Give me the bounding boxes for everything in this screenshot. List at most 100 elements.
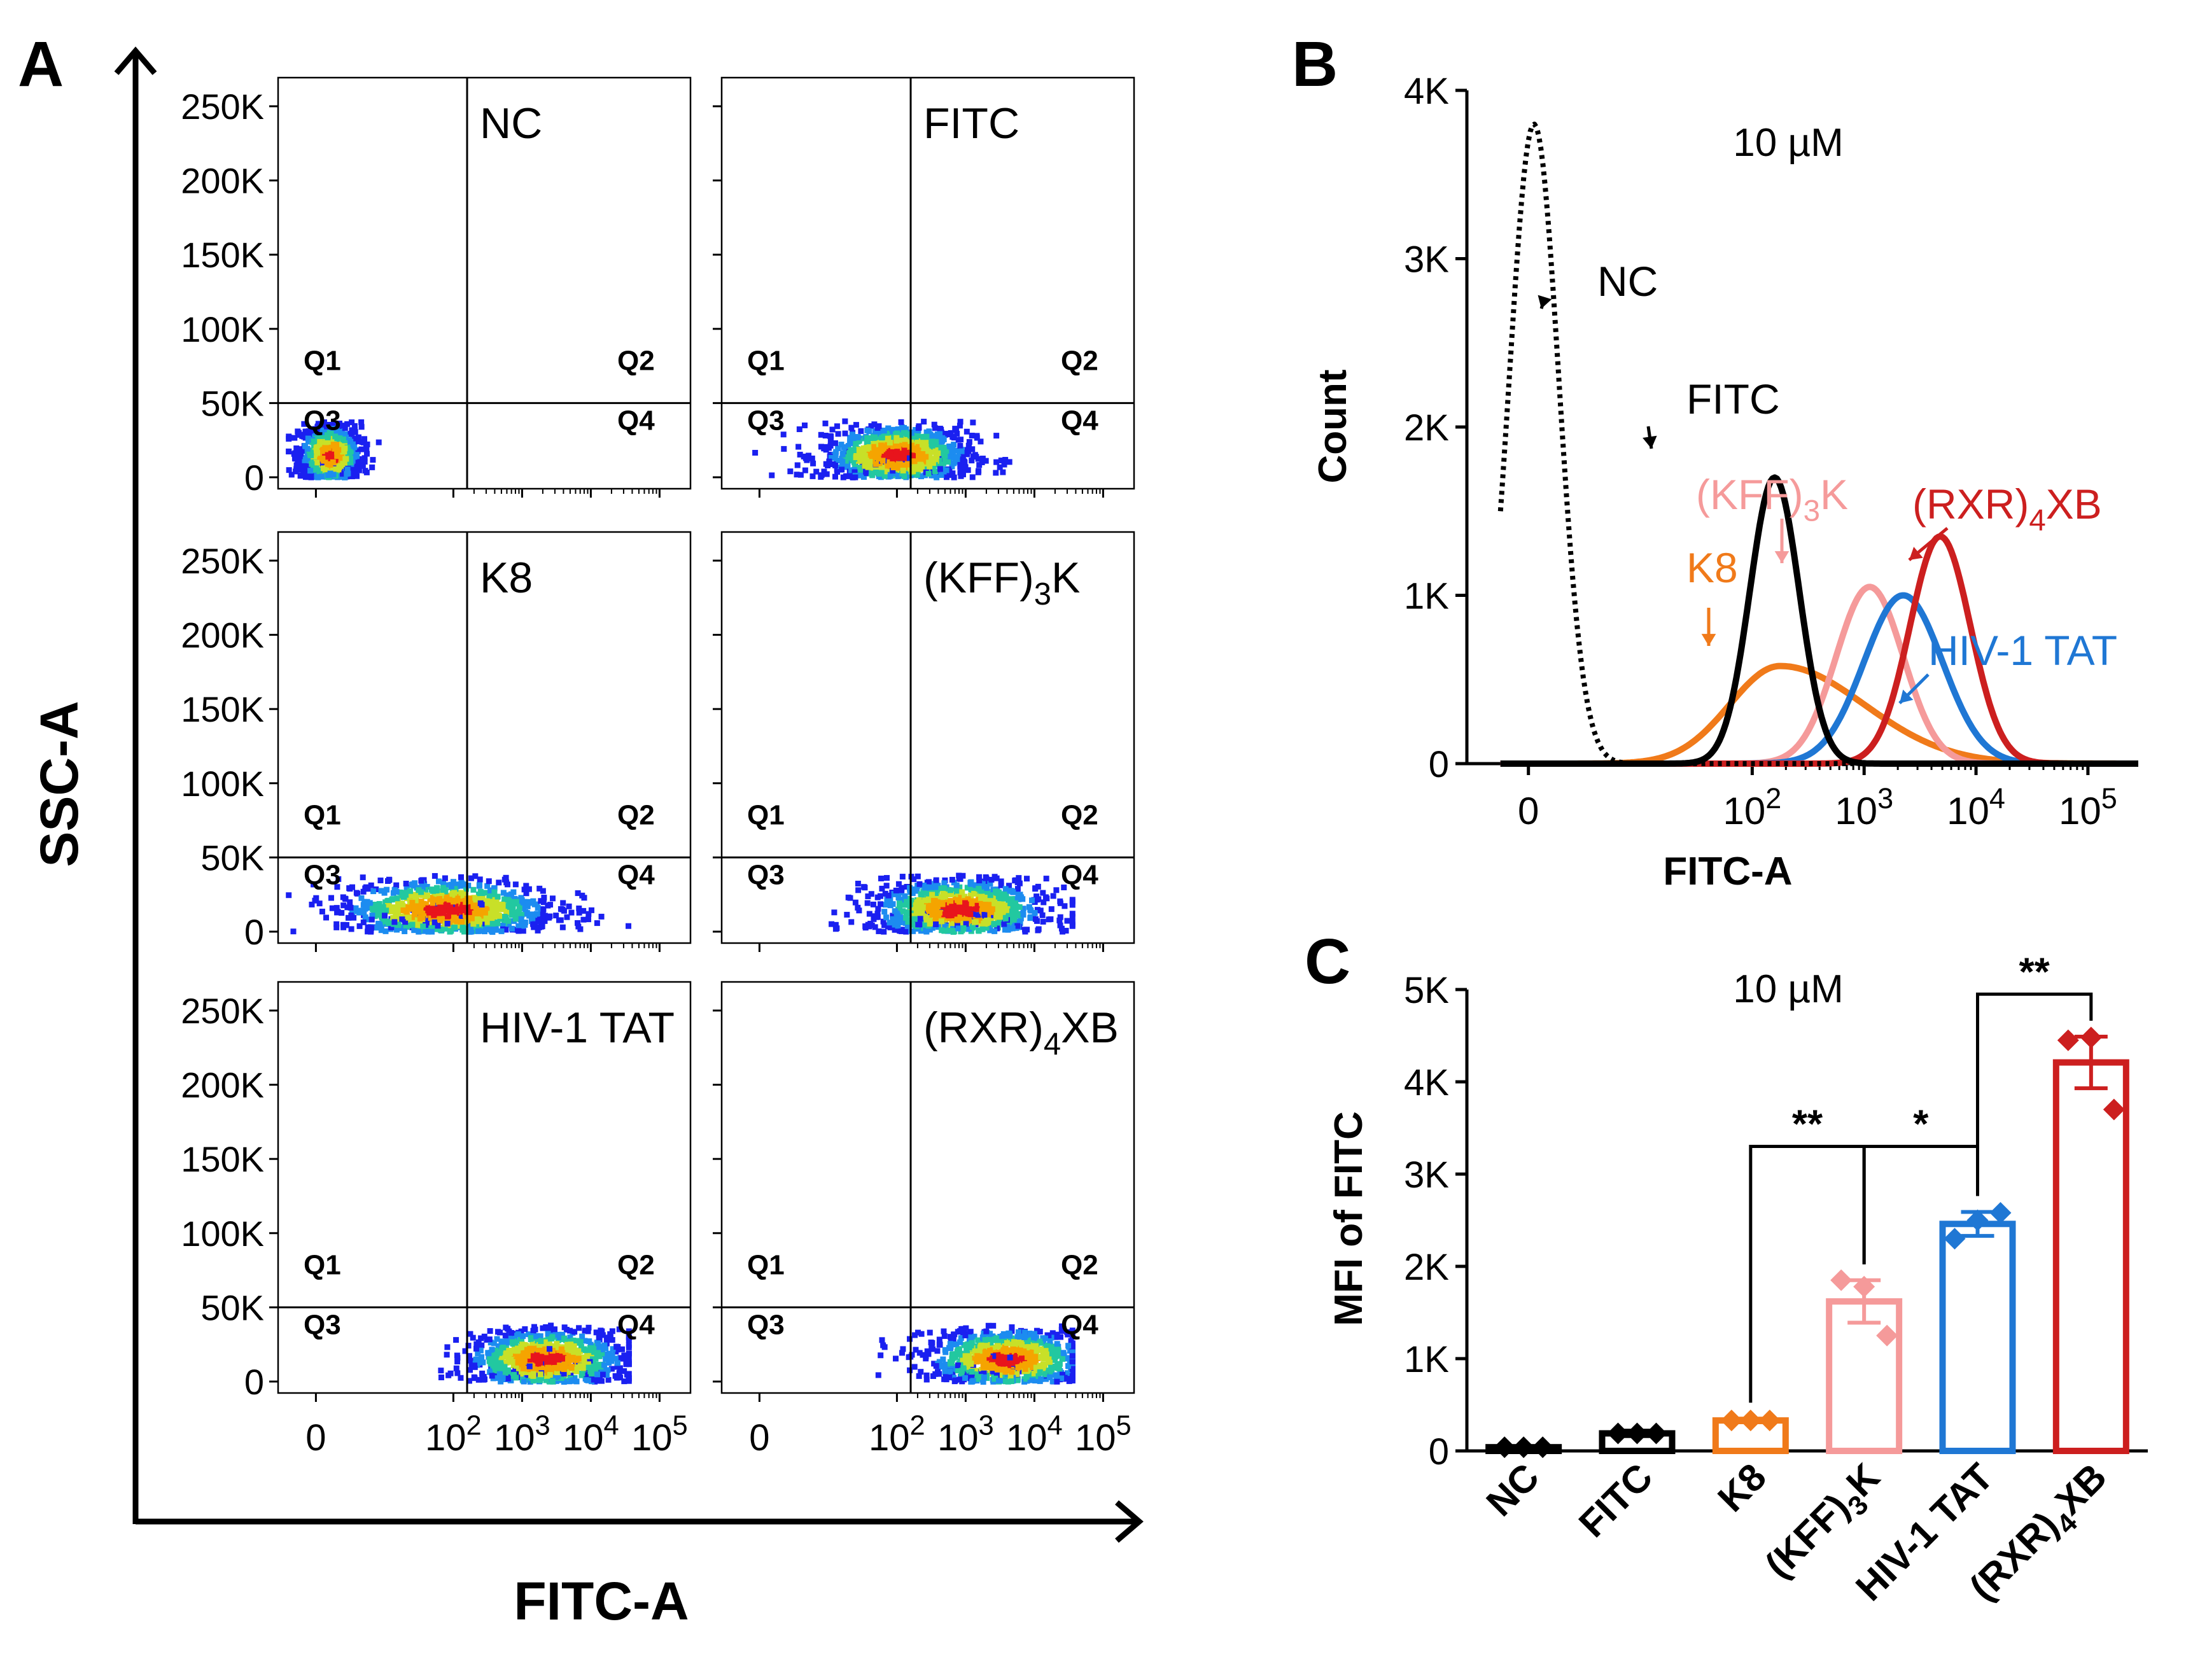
cell-dot	[904, 461, 911, 468]
cell-dot	[301, 463, 307, 469]
cell-dot	[993, 909, 1000, 915]
cell-dot	[969, 900, 975, 907]
cell-dot	[474, 916, 480, 922]
cell-dot	[847, 435, 853, 441]
cell-dot	[529, 1366, 536, 1372]
cell-dot	[912, 445, 918, 452]
cell-dot	[445, 913, 451, 920]
cell-dot	[499, 1366, 505, 1373]
cell-dot	[470, 921, 477, 927]
cell-dot	[454, 910, 460, 916]
cell-dot	[963, 1355, 969, 1362]
cell-dot	[546, 1346, 552, 1352]
cell-dot	[903, 426, 909, 433]
cell-dot	[405, 914, 412, 921]
cell-dot	[983, 893, 989, 900]
y-tick-label: 100K	[181, 764, 264, 804]
cell-dot	[466, 1367, 473, 1373]
cell-dot	[613, 1375, 620, 1381]
cell-dot	[480, 907, 487, 913]
cell-dot	[1069, 1340, 1075, 1347]
cell-dot	[596, 1353, 603, 1359]
cell-dot	[536, 885, 543, 892]
cell-dot	[769, 472, 775, 479]
cell-dot	[881, 452, 888, 459]
cell-dot	[872, 434, 878, 440]
cell-dot	[433, 902, 439, 909]
cell-dot	[932, 916, 939, 922]
cell-dot	[576, 909, 582, 916]
cell-dot	[295, 428, 301, 435]
cell-dot	[944, 459, 951, 465]
cell-dot	[872, 469, 879, 475]
cell-dot	[946, 468, 953, 475]
cell-dot	[483, 890, 489, 896]
cell-dot	[591, 1363, 597, 1369]
cell-dot	[949, 470, 956, 477]
cell-dot	[437, 904, 444, 911]
cell-dot	[385, 903, 391, 909]
cell-dot	[965, 442, 972, 449]
cell-dot	[581, 1346, 587, 1352]
cell-dot	[927, 884, 933, 890]
cell-dot	[300, 470, 307, 476]
cell-dot	[848, 424, 855, 431]
cell-dot	[512, 895, 518, 902]
cell-dot	[902, 442, 908, 448]
cell-dot	[535, 927, 541, 934]
cell-dot	[302, 443, 309, 449]
cell-dot	[501, 906, 507, 912]
cell-dot	[585, 1328, 591, 1334]
cell-dot	[890, 443, 896, 449]
cell-dot	[609, 1337, 615, 1343]
cell-dot	[1060, 928, 1066, 935]
cell-dot	[862, 925, 869, 931]
cell-dot	[844, 473, 850, 479]
cell-dot	[360, 902, 367, 908]
cell-dot	[475, 1360, 481, 1366]
cell-dot	[351, 423, 358, 429]
cell-dot	[1008, 896, 1014, 902]
cell-dot	[968, 886, 974, 893]
cell-dot	[920, 434, 927, 440]
cell-dot	[334, 909, 340, 916]
cell-dot	[521, 886, 528, 893]
cell-dot	[896, 900, 902, 907]
cell-dot	[881, 1344, 888, 1350]
cell-dot	[1035, 883, 1041, 890]
plot-frame	[720, 76, 1135, 490]
cell-dot	[488, 1350, 494, 1356]
cell-dot	[431, 891, 437, 897]
cell-dot	[1035, 926, 1042, 932]
cell-dot	[571, 1329, 578, 1335]
cell-dot	[305, 438, 311, 445]
cell-dot	[984, 920, 990, 927]
cell-dot	[914, 468, 921, 474]
cell-dot	[484, 919, 491, 925]
cell-dot	[487, 1328, 493, 1334]
cell-dot	[488, 925, 494, 932]
cell-dot	[626, 1337, 632, 1343]
cell-dot	[895, 426, 901, 433]
cell-dot	[822, 433, 829, 439]
cell-dot	[530, 1371, 536, 1377]
cell-dot	[875, 906, 881, 912]
cell-dot	[856, 465, 862, 471]
cell-dot	[522, 1326, 528, 1333]
cell-dot	[527, 1345, 533, 1352]
cell-dot	[510, 904, 516, 910]
cell-dot	[579, 1370, 585, 1376]
cell-dot	[839, 451, 846, 458]
cell-dot	[508, 1330, 515, 1336]
cell-dot	[1011, 916, 1017, 923]
cell-dot	[892, 921, 898, 928]
cell-dot	[579, 1333, 585, 1340]
cell-dot	[458, 890, 465, 896]
cell-dot	[1047, 1338, 1053, 1345]
cell-dot	[863, 457, 869, 463]
quadrant-label-q1: Q1	[304, 345, 341, 376]
cell-dot	[477, 881, 483, 888]
cell-dot	[899, 874, 906, 880]
cell-dot	[393, 882, 400, 888]
cell-dot	[1002, 915, 1009, 921]
